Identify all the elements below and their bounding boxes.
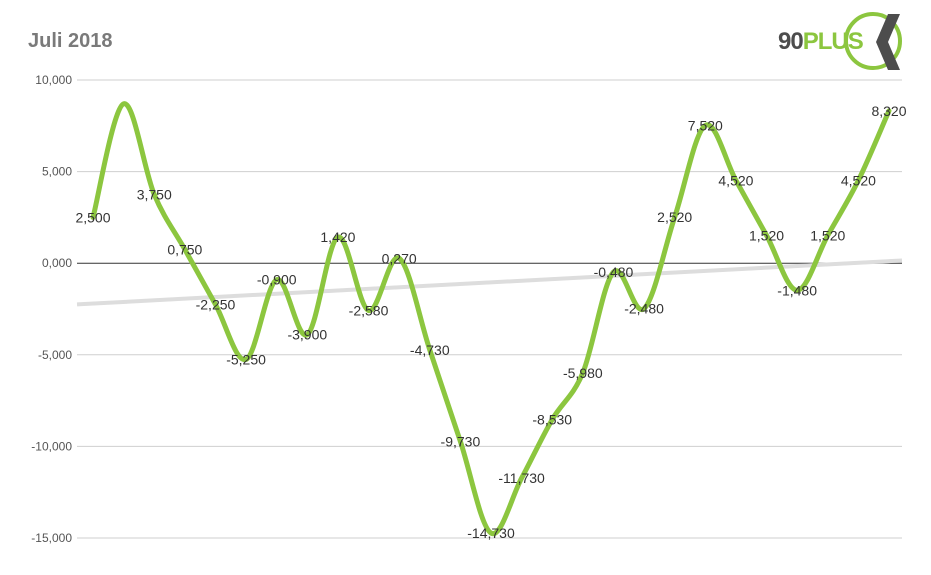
trendline-layer [76,258,903,307]
data-label: -9,730 [441,433,481,449]
90plus-logo: 90PLUS [776,8,916,76]
series-line [90,101,892,536]
logo-number: 90 [778,28,804,55]
data-label: 8,320 [871,103,906,119]
y-tick-label: -5,000 [38,348,72,362]
data-label: 0,750 [167,241,202,257]
logo-word: PLUS [802,28,864,55]
data-label: -1,480 [777,282,817,298]
data-label: 7,520 [688,117,723,133]
y-tick-label: -15,000 [31,531,72,545]
data-label: -4,730 [410,342,450,358]
chart-title: Juli 2018 [28,30,113,52]
trendline [76,258,903,307]
data-label: 3,750 [137,187,172,203]
y-tick-label: 5,000 [42,165,72,179]
data-labels: 2,500 3,750 0,750 -2,250 -5,250 -0,900 -3,900 1… [75,103,906,541]
data-label: -0,900 [257,272,297,288]
data-label: -3,900 [287,327,327,343]
data-label: 2,520 [657,209,692,225]
y-tick-label: 0,000 [42,256,72,270]
y-tick-label: 10,000 [35,73,72,87]
data-label: 0,270 [382,250,417,266]
data-label: 4,520 [841,172,876,188]
data-label: 1,520 [749,227,784,243]
data-label: -14,730 [467,525,515,541]
grid-lines [77,79,902,539]
series-layer [90,101,892,536]
data-label: 1,520 [810,227,845,243]
data-label: -5,980 [563,365,603,381]
data-label: -2,250 [196,296,236,312]
logo-text: 90PLUS [778,28,864,56]
data-label: -2,480 [624,301,664,317]
data-label: -8,530 [532,411,572,427]
y-tick-label: -10,000 [31,439,72,453]
logo-x-icon [844,12,902,70]
data-label: -2,580 [349,302,389,318]
data-label: 2,500 [75,209,110,225]
data-label: -0,480 [594,264,634,280]
data-label: 4,520 [718,172,753,188]
data-label: -11,730 [498,470,545,486]
y-axis-ticks: 10,000 5,000 0,000 -5,000 -10,000 -15,000 [31,73,72,545]
data-label: -5,250 [226,351,266,367]
data-label: 1,420 [320,229,355,245]
